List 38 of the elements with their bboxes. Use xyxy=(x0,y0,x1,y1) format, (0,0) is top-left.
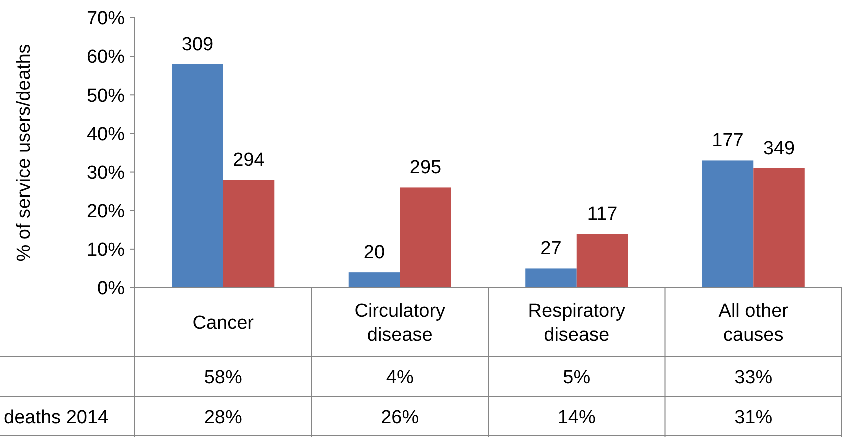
annotation: 117 xyxy=(587,204,618,225)
bar xyxy=(400,188,452,288)
bar xyxy=(526,268,577,288)
annotation: 294 xyxy=(233,150,266,171)
data-label: 4% xyxy=(386,368,414,389)
y-axis-title: % of service users/deaths xyxy=(14,44,35,262)
data-label: 31% xyxy=(734,408,773,429)
data-label: 14% xyxy=(558,408,596,429)
y-tick-label: 30% xyxy=(86,162,126,184)
bar xyxy=(754,168,805,288)
data-label: 28% xyxy=(204,408,242,429)
x-tick-label: Cancer xyxy=(192,313,255,334)
data-label: 58% xyxy=(204,368,242,389)
bar xyxy=(172,64,224,288)
y-tick-label: 0% xyxy=(98,278,126,300)
data-label: 26% xyxy=(381,408,420,429)
y-tick-label: 10% xyxy=(86,240,126,262)
y-tick-label: 50% xyxy=(86,86,126,107)
data-label: 5% xyxy=(563,368,591,389)
y-tick-label: 70% xyxy=(86,8,126,30)
bar xyxy=(223,180,275,288)
x-tick-label: All other causes xyxy=(718,301,790,346)
annotation: 309 xyxy=(182,34,214,56)
y-tick-label: 60% xyxy=(86,47,126,68)
bar xyxy=(576,234,628,288)
text: deaths 2014 xyxy=(4,408,110,429)
bar xyxy=(702,160,754,288)
data-label: 33% xyxy=(734,368,773,389)
annotation: 177 xyxy=(712,130,744,152)
annotation: 27 xyxy=(540,238,562,260)
y-tick-label: 40% xyxy=(86,124,126,146)
annotation: 349 xyxy=(763,138,796,160)
annotation: 295 xyxy=(410,158,442,179)
bar xyxy=(348,272,400,288)
x-tick-label: Respiratory disease xyxy=(528,301,626,346)
annotation: 20 xyxy=(364,242,386,264)
y-tick-label: 20% xyxy=(86,202,126,223)
x-tick-label: Circulatory disease xyxy=(354,301,446,346)
